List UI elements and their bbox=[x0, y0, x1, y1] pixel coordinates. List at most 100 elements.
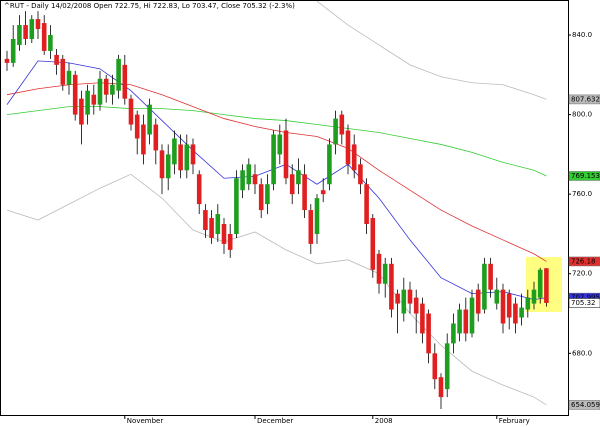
candle-body bbox=[296, 170, 301, 185]
value-badge-label: 726.18 bbox=[571, 257, 596, 265]
candle-body bbox=[66, 70, 72, 85]
candle-body bbox=[525, 297, 531, 310]
candle-body bbox=[438, 377, 444, 398]
candle-body bbox=[227, 233, 233, 250]
candle-body bbox=[190, 144, 196, 165]
candle-body bbox=[469, 297, 475, 334]
candle-body bbox=[475, 289, 481, 314]
close-badge bbox=[568, 298, 600, 308]
candle-body bbox=[196, 174, 202, 205]
x-tick-label: 2008 bbox=[375, 417, 393, 425]
candle-body bbox=[494, 289, 500, 304]
candle-body bbox=[35, 19, 41, 30]
candle-body bbox=[277, 134, 283, 155]
value-badge-label: 707.995 bbox=[571, 294, 600, 302]
candle-body bbox=[29, 19, 35, 39]
candle-body bbox=[506, 293, 512, 318]
candle-body bbox=[128, 98, 134, 125]
candle-body bbox=[122, 64, 128, 99]
value-badge bbox=[568, 94, 600, 105]
candle-body bbox=[252, 174, 258, 185]
candle-body bbox=[41, 23, 47, 51]
candle-body bbox=[215, 214, 221, 234]
value-badge-label: 654.059 bbox=[571, 401, 600, 409]
plot-frame bbox=[0, 0, 569, 416]
candle-body bbox=[463, 309, 469, 334]
candle-body bbox=[165, 154, 171, 179]
candle-body bbox=[351, 144, 357, 171]
x-tick-label: November bbox=[127, 417, 164, 425]
candle-body bbox=[376, 253, 382, 284]
x-tick-label: December bbox=[257, 417, 293, 425]
candle-body bbox=[289, 174, 295, 195]
candle-body bbox=[345, 130, 351, 165]
candle-body bbox=[17, 25, 22, 45]
candle-body bbox=[103, 78, 109, 95]
candle-body bbox=[314, 198, 320, 234]
candle-body bbox=[48, 35, 53, 51]
value-badge bbox=[568, 400, 600, 410]
value-badge-label: 769.153 bbox=[571, 172, 600, 180]
candle-body bbox=[320, 190, 326, 195]
y-tick-label: 800.0 bbox=[572, 111, 592, 119]
candle-body bbox=[537, 269, 543, 298]
candle-body bbox=[85, 90, 90, 115]
candle-body bbox=[271, 134, 276, 185]
candle-body bbox=[79, 98, 84, 125]
candle-body bbox=[116, 58, 121, 91]
candle-body bbox=[333, 118, 338, 145]
candle-body bbox=[240, 170, 245, 191]
value-badge bbox=[568, 171, 600, 181]
candle-body bbox=[141, 124, 146, 155]
candle-body bbox=[221, 224, 227, 244]
candle-body bbox=[97, 78, 103, 105]
candle-body bbox=[60, 58, 66, 85]
y-tick-label: 720.0 bbox=[572, 270, 592, 278]
candle-body bbox=[420, 303, 425, 334]
y-tick-label: 760.0 bbox=[572, 190, 592, 198]
candle-body bbox=[444, 343, 450, 390]
candle-body bbox=[54, 54, 59, 65]
y-tick-label: 840.0 bbox=[572, 31, 592, 39]
candle-body bbox=[513, 303, 518, 324]
candle-body bbox=[482, 263, 487, 310]
x-tick-label: February bbox=[499, 417, 530, 425]
candle-body bbox=[283, 130, 289, 179]
candle-body bbox=[364, 184, 369, 225]
candle-body bbox=[407, 289, 413, 304]
candle-body bbox=[488, 263, 493, 290]
candle-body bbox=[10, 38, 16, 63]
candle-body bbox=[110, 84, 115, 95]
candle-body bbox=[23, 25, 28, 39]
candle-body bbox=[519, 307, 524, 318]
close-badge-label: 705.32 bbox=[571, 299, 596, 307]
candle-body bbox=[500, 289, 506, 324]
candle-body bbox=[147, 104, 152, 135]
candle-body bbox=[413, 297, 419, 314]
candle-body bbox=[134, 114, 140, 139]
candle-body bbox=[544, 268, 549, 303]
candle-body bbox=[72, 74, 78, 115]
candle-body bbox=[382, 263, 388, 284]
candle-body bbox=[389, 263, 394, 310]
candle-body bbox=[184, 144, 190, 171]
candle-body bbox=[395, 293, 400, 304]
highlight bbox=[526, 257, 562, 312]
value-badge bbox=[568, 256, 600, 267]
candle-body bbox=[308, 210, 314, 244]
candle-body bbox=[432, 353, 438, 380]
candle-body bbox=[209, 218, 214, 238]
candle-body bbox=[265, 184, 270, 205]
chart-title: ^RUT - Daily 14/02/2008 Open 722.75, Hi … bbox=[4, 2, 295, 10]
candle-body bbox=[302, 174, 307, 211]
candle-body bbox=[172, 138, 177, 165]
candle-body bbox=[153, 124, 159, 151]
candle-body bbox=[203, 210, 208, 230]
candle-body bbox=[339, 114, 345, 135]
candle-body bbox=[451, 323, 456, 344]
candle-body bbox=[159, 150, 165, 179]
candle-body bbox=[258, 184, 264, 211]
